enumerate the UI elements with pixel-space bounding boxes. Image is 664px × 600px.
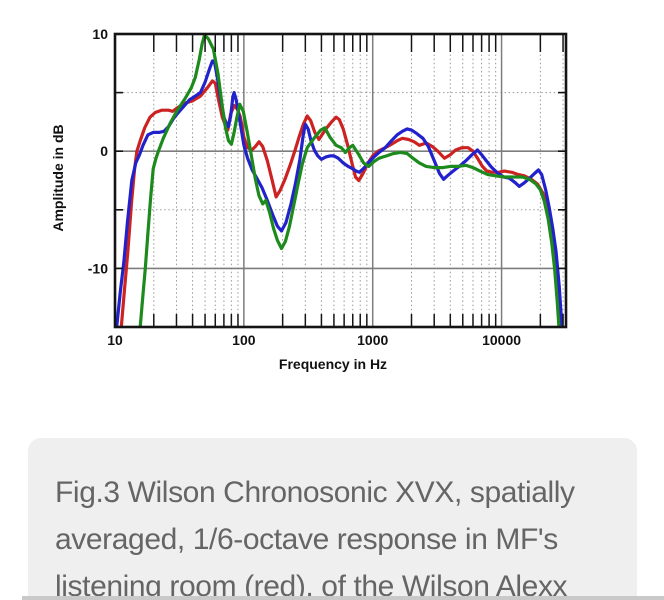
x-tick-label: 10000	[482, 332, 521, 348]
figure-caption: Fig.3 Wilson Chronosonic XVX, spatially …	[28, 438, 637, 600]
trace-blue	[116, 59, 564, 326]
plot-frame	[113, 32, 568, 329]
y-tick-label: -10	[88, 260, 108, 276]
x-tick-label: 100	[232, 332, 256, 348]
trace-green	[138, 35, 561, 326]
y-tick-label: 0	[100, 143, 108, 159]
caption-line-1: Fig.3 Wilson Chronosonic XVX, spatially	[55, 476, 575, 509]
figure-caption-card: Fig.3 Wilson Chronosonic XVX, spatially …	[28, 438, 637, 600]
next-element-top-edge	[22, 596, 664, 600]
caption-line-3: listening room (red), of the Wilson Alex…	[55, 570, 568, 600]
x-tick-label: 1000	[357, 332, 388, 348]
trace-red	[119, 79, 563, 326]
frequency-response-chart[interactable]: 10 0 -10 10 100 1000 10000 Amplitude in dB Frequ…	[0, 0, 664, 438]
x-axis-title: Frequency in Hz	[279, 356, 387, 372]
x-tick-label: 10	[107, 332, 123, 348]
caption-line-2: averaged, 1/6-octave response in MF's	[55, 523, 558, 556]
y-tick-label: 10	[92, 26, 108, 42]
y-axis-title: Amplitude in dB	[50, 124, 66, 231]
